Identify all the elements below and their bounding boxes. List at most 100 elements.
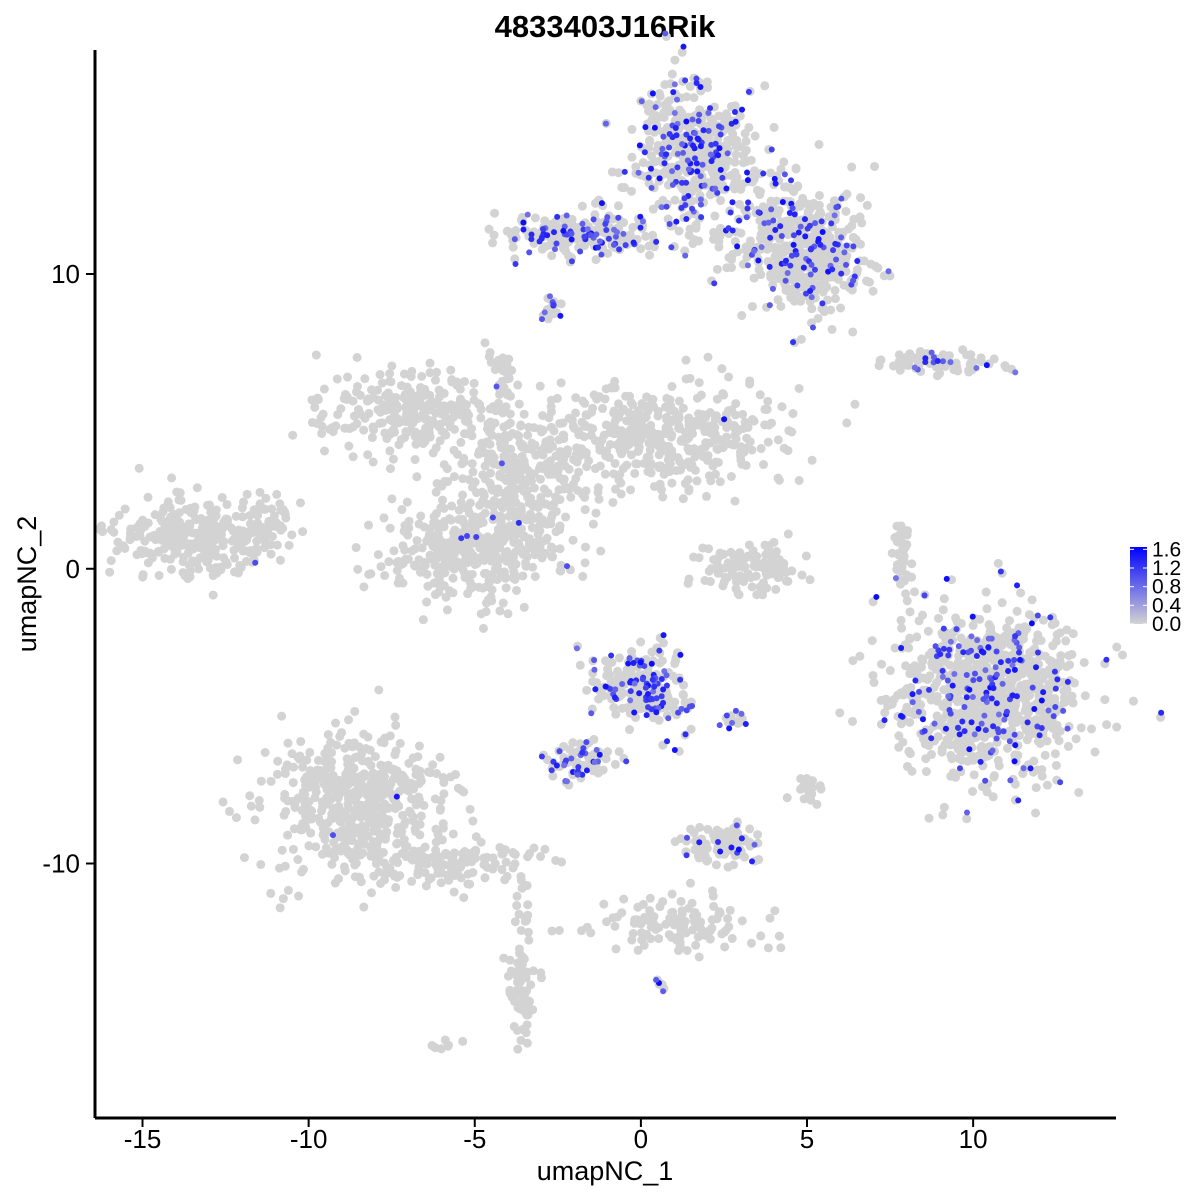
cell-point — [675, 424, 685, 434]
cell-point — [591, 508, 601, 518]
cell-point — [981, 654, 991, 664]
cell-point — [1102, 720, 1112, 730]
cell-point — [515, 977, 525, 987]
cell-point — [174, 495, 184, 505]
cell-point — [485, 348, 495, 358]
cell-point — [454, 399, 464, 409]
cell-point — [512, 585, 522, 595]
cell-point — [208, 590, 218, 600]
cell-point — [637, 399, 647, 409]
cell-point — [678, 689, 688, 699]
cell-point — [390, 427, 400, 437]
cell-point — [982, 604, 992, 614]
cell-point — [619, 183, 629, 193]
cell-point — [489, 540, 499, 550]
cell-point — [1051, 636, 1061, 646]
cell-point — [401, 852, 411, 862]
cell-point — [385, 446, 395, 456]
cell-point — [283, 738, 293, 748]
cell-point — [287, 749, 297, 759]
cell-point — [571, 393, 581, 403]
cell-point — [708, 461, 718, 471]
cell-point — [762, 244, 772, 254]
cell-point — [1029, 756, 1039, 766]
cell-point — [385, 376, 395, 386]
cell-point — [511, 462, 521, 472]
cell-point — [685, 444, 695, 454]
cell-point — [393, 858, 403, 868]
cell-point — [625, 230, 635, 240]
cell-point — [740, 553, 750, 563]
cell-point — [611, 944, 621, 954]
cell-point — [239, 497, 249, 507]
cell-point — [507, 428, 517, 438]
cell-point — [733, 247, 743, 257]
cell-point — [989, 772, 999, 782]
cell-point — [255, 533, 265, 543]
cell-point — [801, 551, 811, 561]
cell-point — [1061, 636, 1071, 646]
cell-point — [435, 752, 445, 762]
cell-point — [460, 376, 470, 386]
cell-point — [645, 250, 655, 260]
cell-point — [452, 545, 462, 555]
cell-point — [277, 711, 287, 721]
cell-point — [198, 518, 208, 528]
cell-point — [470, 847, 480, 857]
cell-point — [379, 738, 389, 748]
cell-point — [694, 378, 704, 388]
cell-point — [460, 416, 470, 426]
cell-point — [474, 582, 484, 592]
cell-point — [448, 829, 458, 839]
cell-point — [307, 417, 317, 427]
cell-point — [626, 485, 636, 495]
cell-point — [1033, 736, 1043, 746]
cell-point — [822, 282, 832, 292]
cell-point — [682, 184, 692, 194]
cell-point — [671, 466, 681, 476]
cell-point — [267, 504, 277, 514]
cell-point — [647, 647, 657, 657]
cell-point — [794, 383, 804, 393]
cell-point — [109, 517, 119, 527]
cell-point — [617, 703, 627, 713]
cell-point — [590, 198, 600, 208]
cell-point — [488, 238, 498, 248]
cell-point — [425, 368, 435, 378]
cell-point — [449, 472, 459, 482]
cell-point — [470, 477, 480, 487]
cell-point — [745, 379, 755, 389]
cell-point — [514, 541, 524, 551]
cell-point — [222, 519, 232, 529]
cell-point — [252, 547, 262, 557]
cell-point — [610, 458, 620, 468]
cell-point — [691, 223, 701, 233]
cell-point — [776, 301, 786, 311]
cell-point — [275, 499, 285, 509]
cell-point — [225, 806, 235, 816]
cell-point — [477, 438, 487, 448]
cell-point — [897, 563, 907, 573]
cell-point — [723, 827, 733, 837]
cell-point — [614, 475, 624, 485]
cell-point — [1080, 691, 1090, 701]
cell-point — [293, 855, 303, 865]
cell-point — [412, 536, 422, 546]
cell-point — [695, 105, 705, 115]
cell-point — [935, 368, 945, 378]
cell-point — [531, 499, 541, 509]
cell-point — [644, 424, 654, 434]
cell-point — [1012, 606, 1022, 616]
cell-point — [626, 398, 636, 408]
cell-point — [674, 226, 684, 236]
cell-point — [788, 275, 798, 285]
cell-point — [614, 412, 624, 422]
cell-point — [263, 528, 273, 538]
cell-point — [627, 410, 637, 420]
cell-point — [705, 577, 715, 587]
cell-point — [360, 374, 370, 384]
cell-point — [760, 404, 770, 414]
cell-point — [756, 444, 766, 454]
cell-point — [897, 623, 907, 633]
cell-point — [437, 868, 447, 878]
